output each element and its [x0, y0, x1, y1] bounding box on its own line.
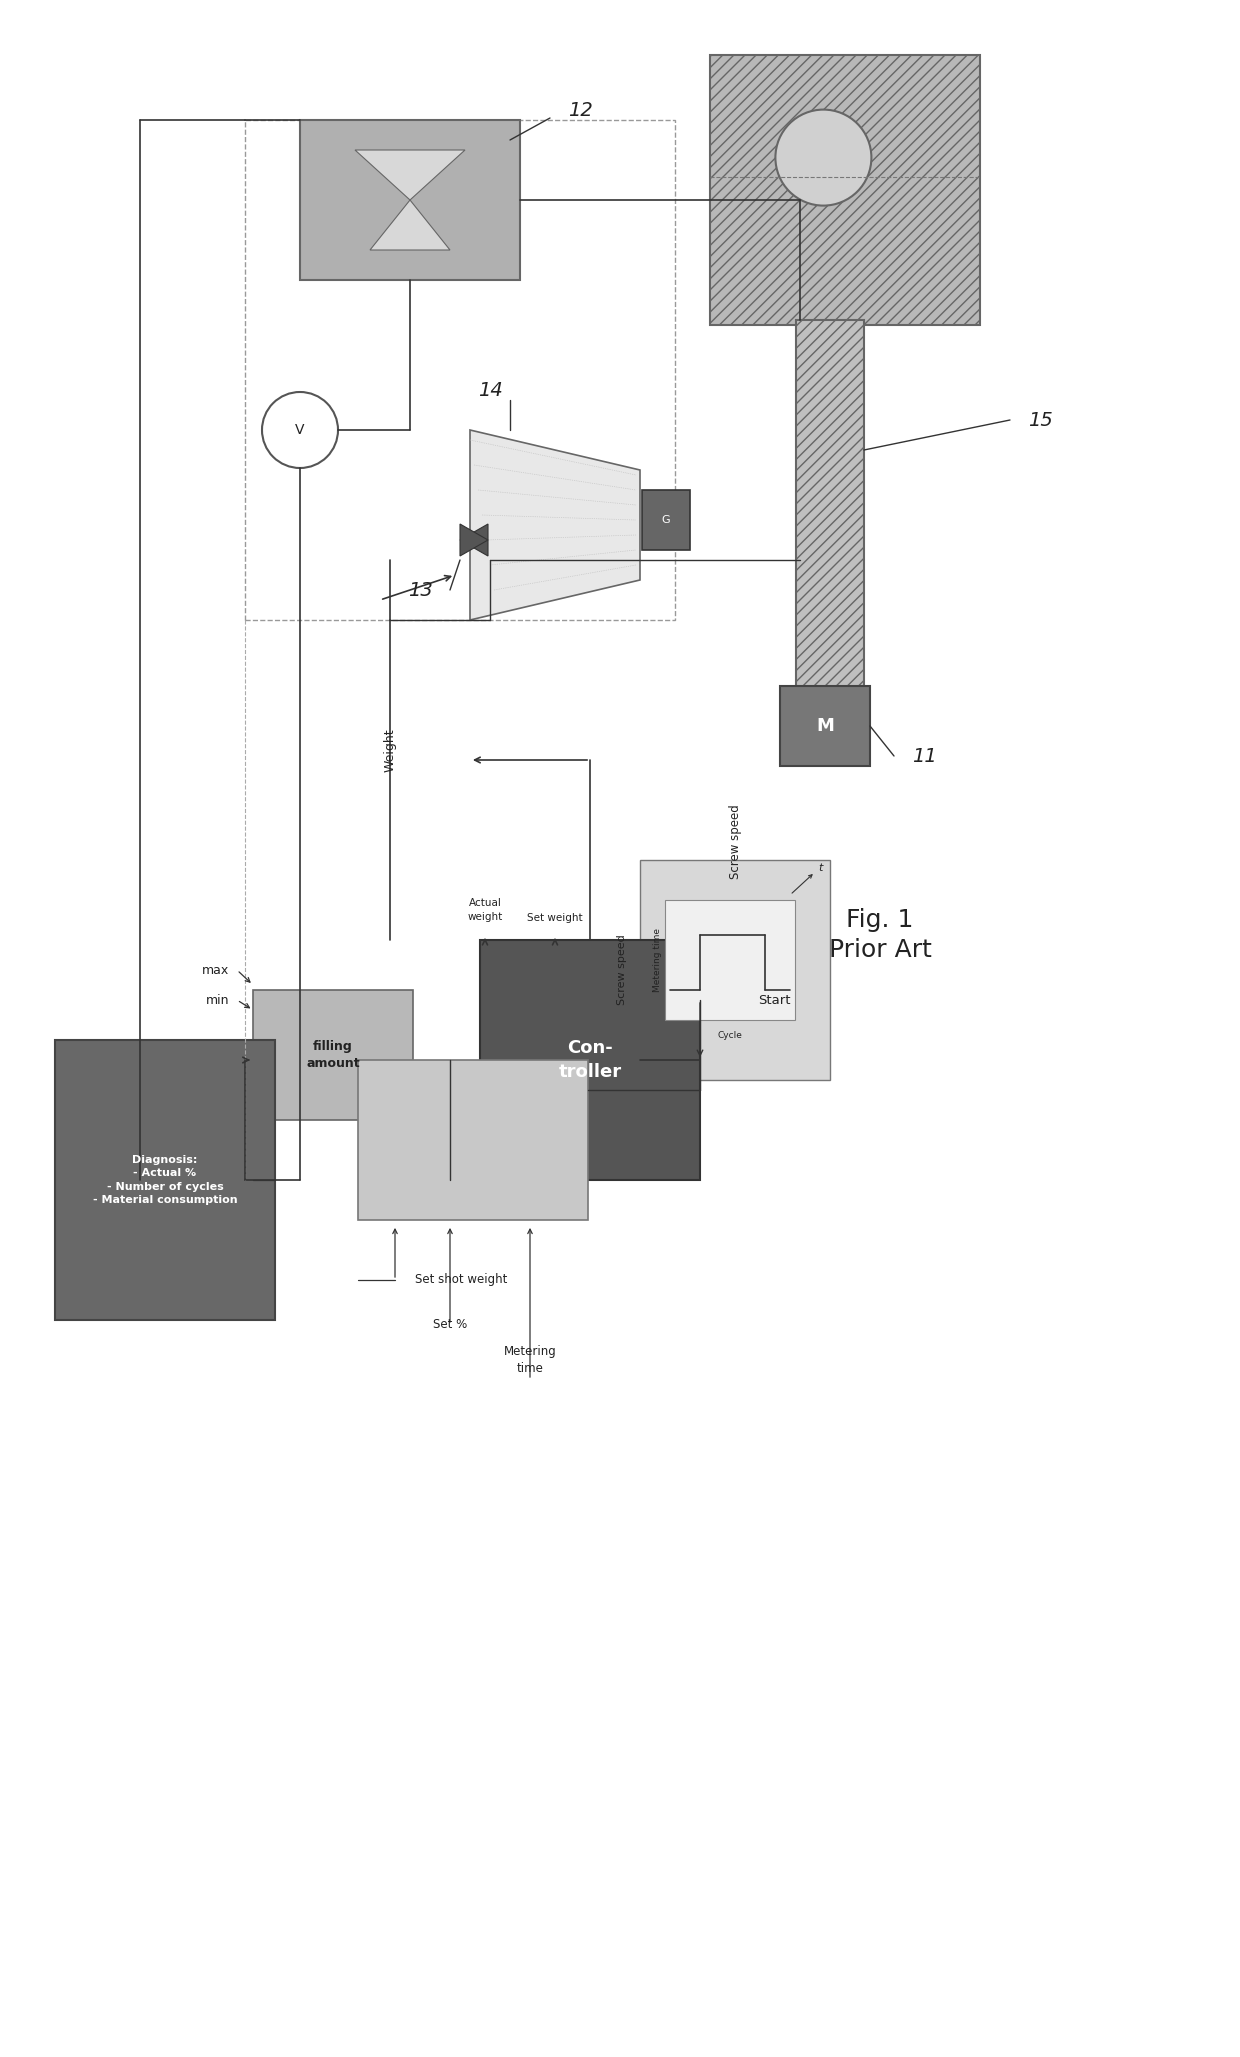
Bar	[246, 119, 675, 619]
Bar	[253, 989, 413, 1119]
Bar	[780, 685, 870, 765]
Text: Fig. 1: Fig. 1	[847, 907, 914, 932]
Bar	[711, 56, 980, 325]
Circle shape	[262, 393, 339, 469]
Text: Actual
weight: Actual weight	[467, 899, 502, 922]
Bar	[640, 860, 830, 1080]
Text: 14: 14	[477, 381, 502, 399]
Circle shape	[775, 109, 872, 206]
Text: Con-
troller: Con- troller	[558, 1039, 621, 1080]
Text: filling
amount: filling amount	[306, 1041, 360, 1070]
Text: Diagnosis:
- Actual %
- Number of cycles
- Material consumption: Diagnosis: - Actual % - Number of cycles…	[93, 1156, 237, 1205]
Text: Screw speed: Screw speed	[729, 804, 742, 880]
Text: V: V	[295, 424, 305, 436]
Text: t: t	[818, 864, 822, 872]
Text: G: G	[662, 514, 671, 525]
Text: Screw speed: Screw speed	[618, 934, 627, 1006]
Text: M: M	[816, 718, 835, 734]
Text: Prior Art: Prior Art	[828, 938, 931, 963]
Bar	[665, 901, 795, 1020]
Bar	[55, 1041, 275, 1321]
Text: Set weight: Set weight	[527, 913, 583, 924]
Text: 13: 13	[408, 580, 433, 599]
Text: Set shot weight: Set shot weight	[415, 1273, 507, 1286]
Text: Set %: Set %	[433, 1319, 467, 1331]
Bar	[796, 321, 864, 689]
Text: Metering time: Metering time	[652, 928, 661, 991]
Bar	[358, 1059, 588, 1220]
Text: Metering
time: Metering time	[503, 1345, 557, 1374]
Bar	[480, 940, 701, 1181]
Text: Start: Start	[758, 994, 791, 1006]
Text: 11: 11	[911, 747, 936, 765]
Text: max: max	[202, 963, 229, 977]
Text: min: min	[206, 994, 229, 1006]
Polygon shape	[460, 525, 489, 555]
Text: 15: 15	[1028, 411, 1053, 430]
Polygon shape	[355, 150, 465, 200]
Text: Weight: Weight	[383, 728, 397, 771]
Text: Cycle: Cycle	[718, 1031, 743, 1039]
Polygon shape	[460, 525, 489, 555]
Bar	[300, 119, 520, 280]
Text: 12: 12	[568, 101, 593, 119]
Polygon shape	[470, 430, 640, 619]
Polygon shape	[370, 200, 450, 251]
Bar	[642, 490, 689, 549]
